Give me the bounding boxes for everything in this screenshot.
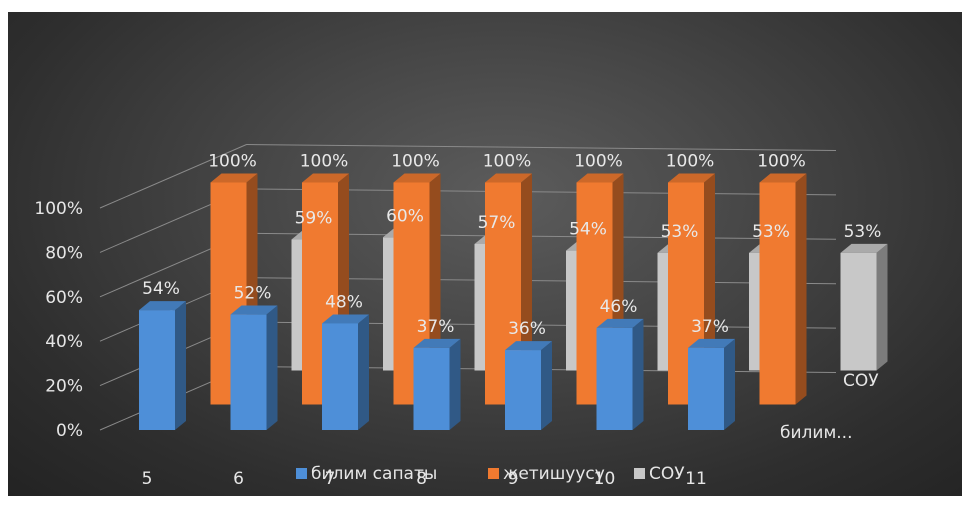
bar-top-2 [668,173,715,183]
y-tick-label: 60% [45,288,83,308]
bar-top-1 [230,305,278,315]
data-label: 37% [417,317,455,337]
x-tick-label: 10 [594,469,616,489]
bar-2 [759,182,796,405]
bar-top-1 [688,338,735,348]
bar-1 [596,327,633,430]
data-label: 52% [234,284,272,304]
bar-side-3 [876,243,888,371]
bar-side-1 [358,314,369,430]
bar-1 [413,347,450,430]
legend-swatch [488,468,499,479]
data-label: 57% [478,213,516,233]
x-tick-label: 8 [416,469,427,489]
bar-top-2 [576,173,624,183]
bar-side-1 [175,301,186,430]
bar-1 [230,314,267,430]
chart-svg: 0% 20% 40% 60% 80% 100% 59% 60% 57% 54% 53% 53% 53%… [34,144,888,489]
bar-side-1 [541,341,552,430]
data-label: 54% [142,279,180,299]
data-label: 60% [386,206,424,226]
y-tick-label: 0% [56,421,83,441]
data-label: 100% [300,152,349,172]
legend-label: жетишуусу [503,464,605,484]
x-tick-label: 9 [508,469,519,489]
data-label: 59% [295,209,333,229]
bar-1 [505,350,541,430]
x-tick-label: 6 [233,469,244,489]
data-label: 100% [666,152,715,172]
bar-side-1 [724,338,735,430]
bar-1 [688,347,724,430]
depth-label: билим... [780,423,852,443]
data-label: 46% [600,297,638,317]
data-label: 53% [752,222,790,242]
x-tick-label: 7 [325,469,336,489]
data-label: 53% [661,222,699,242]
data-label: 100% [574,152,623,172]
bar-top-2 [485,173,532,183]
data-label: 100% [208,152,257,172]
y-tick-label: 20% [45,377,83,397]
bar-3 [840,252,877,371]
bar-1 [322,323,358,430]
bar-side-1 [449,338,461,430]
bar-top-2 [302,173,349,183]
data-label: 100% [391,152,440,172]
bar-top-1 [139,301,186,311]
bar-top-2 [759,173,807,183]
data-label: 54% [569,220,607,240]
gridline-side [99,144,247,209]
bar-top-1 [413,338,461,348]
bar-top-1 [596,318,644,328]
x-tick-label: 5 [142,469,153,489]
x-tick-label: 11 [685,469,707,489]
legend: билим сапаты жетишуусу СОУ [296,464,685,484]
depth-label: СОУ [843,371,879,391]
y-axis-labels: 0% 20% 40% 60% 80% 100% [34,199,83,441]
bar-1 [139,310,175,430]
y-tick-label: 100% [34,199,83,219]
data-label: 36% [508,319,546,339]
y-tick-label: 40% [45,332,83,352]
legend-label: СОУ [649,464,685,484]
bar-top-1 [505,341,552,351]
bar-top-3 [840,243,888,253]
legend-swatch [296,468,307,479]
legend-swatch [634,468,645,479]
data-label: 100% [483,152,532,172]
x-axis-labels: 5 6 7 8 9 10 11 [142,469,707,489]
bars [139,173,888,430]
bar-side-1 [266,305,278,430]
gridline-back [246,144,837,151]
legend-label: билим сапаты [311,464,437,484]
data-label: 48% [325,292,363,312]
bar-top-1 [322,314,369,324]
bar-top-2 [393,173,441,183]
chart-area: 0% 20% 40% 60% 80% 100% 59% 60% 57% 54% 53% 53% 53%… [8,12,962,496]
bar-side-2 [795,173,807,405]
data-labels: 59% 60% 57% 54% 53% 53% 53% 100% 100% 100% 100% 100… [142,152,881,340]
data-label: 100% [757,152,806,172]
depth-axis-labels: билим... СОУ [780,371,879,443]
data-label: 37% [691,317,729,337]
y-tick-label: 80% [45,243,83,263]
data-label: 53% [844,222,882,242]
bar-side-1 [632,318,644,430]
bar-top-2 [210,173,258,183]
